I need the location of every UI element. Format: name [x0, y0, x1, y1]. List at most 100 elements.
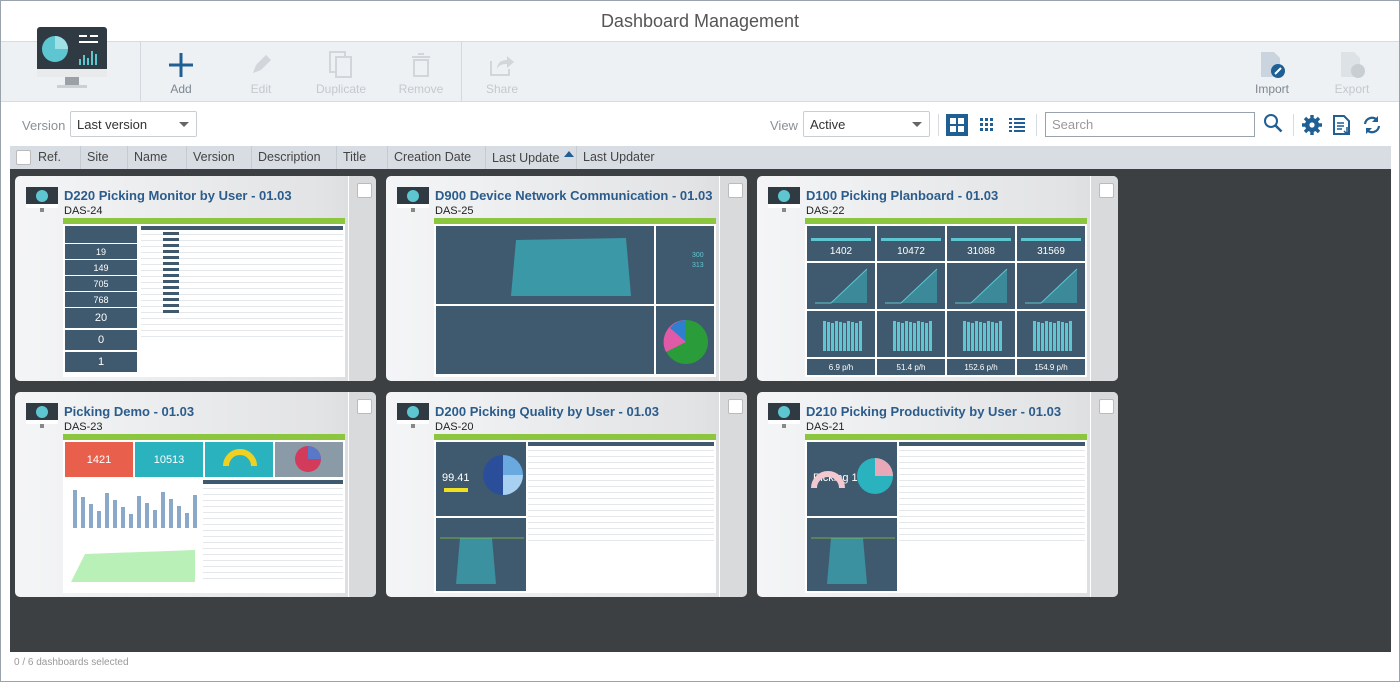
thumbnail-header-bar	[63, 434, 345, 440]
thumbnail-panel: 768	[65, 292, 137, 307]
table-line	[141, 234, 343, 235]
search-button[interactable]	[1262, 112, 1284, 134]
column-header-version[interactable]: Version	[186, 146, 251, 169]
progress-bar	[163, 280, 179, 283]
add-button[interactable]: Add	[146, 48, 216, 96]
export-button[interactable]: Export	[1317, 48, 1387, 96]
line-chart	[1025, 268, 1078, 304]
progress-bar	[163, 268, 179, 271]
dashboard-ref: DAS-21	[806, 421, 845, 433]
small-grid-view-button[interactable]	[976, 114, 998, 136]
progress-bar	[163, 298, 179, 301]
column-header-site[interactable]: Site	[80, 146, 127, 169]
dashboard-card[interactable]: D210 Picking Productivity by User - 01.0…	[757, 392, 1118, 597]
tile-view-button[interactable]	[946, 114, 968, 136]
refresh-button[interactable]	[1361, 114, 1383, 136]
share-icon	[490, 56, 514, 76]
dashboard-title[interactable]: D100 Picking Planboard - 01.03	[806, 188, 999, 203]
select-all-checkbox[interactable]	[16, 150, 31, 165]
duplicate-icon	[329, 51, 352, 78]
line-chart	[885, 268, 938, 304]
thumbnail-panel	[436, 306, 654, 374]
table-line	[203, 578, 343, 579]
card-select-checkbox[interactable]	[728, 399, 743, 414]
thumbnail-header-bar	[63, 218, 345, 224]
dashboard-card[interactable]: D220 Picking Monitor by User - 01.03 DAS-…	[15, 176, 376, 381]
dashboard-title[interactable]: D200 Picking Quality by User - 01.03	[435, 404, 659, 419]
remove-button[interactable]: Remove	[386, 48, 456, 96]
table-header	[203, 480, 343, 484]
share-button[interactable]: Share	[467, 48, 537, 96]
table-line	[899, 522, 1085, 523]
dashboard-card[interactable]: D900 Device Network Communication - 01.0…	[386, 176, 747, 381]
dashboard-title[interactable]: D900 Device Network Communication - 01.0…	[435, 188, 713, 203]
dashboard-title[interactable]: D210 Picking Productivity by User - 01.0…	[806, 404, 1062, 419]
settings-button[interactable]	[1301, 114, 1323, 136]
dashboard-ref: DAS-23	[64, 421, 103, 433]
progress-bar	[163, 244, 179, 247]
table-line	[528, 504, 714, 505]
dashboard-icon	[397, 187, 429, 212]
column-label: Creation Date	[394, 150, 472, 164]
list-view-button[interactable]	[1006, 114, 1028, 136]
progress-bar	[163, 292, 179, 295]
table-line	[528, 486, 714, 487]
search-input[interactable]	[1045, 112, 1255, 137]
table-line	[899, 510, 1085, 511]
dashboard-card[interactable]: Picking Demo - 01.03 DAS-23 1421 10513	[15, 392, 376, 597]
dashboard-ref: DAS-24	[64, 205, 103, 217]
dashboard-ref: DAS-22	[806, 205, 845, 217]
thumbnail-panel: 19	[65, 244, 137, 259]
thumbnail-panel: 149	[65, 260, 137, 275]
dashboard-icon	[768, 187, 800, 212]
line-chart	[955, 268, 1008, 304]
table-line	[528, 474, 714, 475]
import-button[interactable]: Import	[1237, 48, 1307, 96]
dashboard-thumbnail: 99.41	[434, 434, 716, 593]
table-line	[141, 276, 343, 277]
column-header-ref[interactable]: Ref.	[32, 146, 80, 169]
column-header-row: Ref. Site Name Version Description Title Creat…	[10, 146, 1391, 169]
thumbnail-panel: 1402	[807, 226, 875, 261]
dashboard-ref: DAS-20	[435, 421, 474, 433]
table-line	[528, 528, 714, 529]
card-select-checkbox[interactable]	[1099, 183, 1114, 198]
column-label: Last Update	[492, 151, 560, 165]
kpi-value: 313	[692, 262, 704, 269]
thumbnail-panel: 152.6 p/h	[947, 359, 1015, 375]
column-header-last-update[interactable]: Last Update	[485, 146, 576, 169]
thumbnail-header-bar	[434, 218, 716, 224]
table-line	[203, 524, 343, 525]
dashboard-thumbnail: 300 313	[434, 218, 716, 377]
table-header	[528, 442, 714, 446]
card-select-checkbox[interactable]	[357, 399, 372, 414]
divider	[1036, 114, 1037, 136]
column-header-last-updater[interactable]: Last Updater	[576, 146, 676, 169]
card-select-checkbox[interactable]	[728, 183, 743, 198]
table-line	[203, 572, 343, 573]
card-side-strip	[719, 176, 747, 381]
version-select[interactable]: Last version	[70, 111, 197, 137]
table-line	[203, 530, 343, 531]
dashboard-title[interactable]: D220 Picking Monitor by User - 01.03	[64, 188, 292, 203]
area-chart	[71, 550, 195, 582]
edit-button[interactable]: Edit	[226, 48, 296, 96]
dashboard-card[interactable]: D100 Picking Planboard - 01.03 DAS-22 1402…	[757, 176, 1118, 381]
table-line	[141, 318, 343, 319]
duplicate-button[interactable]: Duplicate	[306, 48, 376, 96]
table-line	[899, 516, 1085, 517]
table-line	[899, 480, 1085, 481]
dashboard-title[interactable]: Picking Demo - 01.03	[64, 404, 195, 419]
card-select-checkbox[interactable]	[357, 183, 372, 198]
table-line	[528, 516, 714, 517]
dashboard-card[interactable]: D200 Picking Quality by User - 01.03 DAS-…	[386, 392, 747, 597]
column-header-name[interactable]: Name	[127, 146, 186, 169]
view-select[interactable]: Active	[803, 111, 930, 137]
column-header-title[interactable]: Title	[336, 146, 387, 169]
column-header-description[interactable]: Description	[251, 146, 336, 169]
pie-chart	[857, 458, 893, 494]
card-select-checkbox[interactable]	[1099, 399, 1114, 414]
report-button[interactable]	[1331, 114, 1353, 136]
column-header-creation-date[interactable]: Creation Date	[387, 146, 485, 169]
selection-status: 0 / 6 dashboards selected	[14, 657, 129, 668]
